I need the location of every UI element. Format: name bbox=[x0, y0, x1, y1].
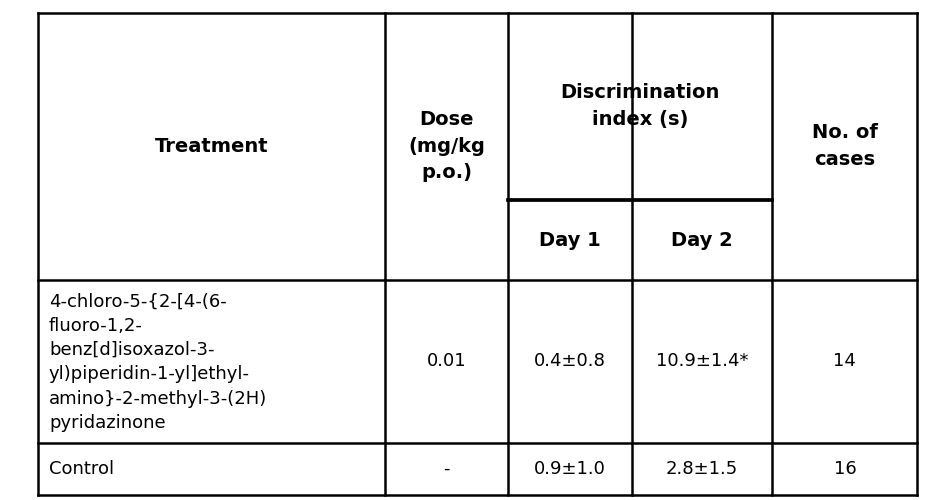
Text: No. of
cases: No. of cases bbox=[812, 124, 878, 169]
Text: Day 2: Day 2 bbox=[671, 230, 733, 250]
Text: Dose
(mg/kg
p.o.): Dose (mg/kg p.o.) bbox=[408, 110, 486, 182]
Text: Treatment: Treatment bbox=[154, 136, 268, 156]
Text: -: - bbox=[443, 460, 450, 478]
Text: 0.9±1.0: 0.9±1.0 bbox=[534, 460, 606, 478]
Text: 0.01: 0.01 bbox=[427, 352, 467, 370]
Text: 10.9±1.4*: 10.9±1.4* bbox=[656, 352, 748, 370]
Text: Discrimination
index (s): Discrimination index (s) bbox=[561, 84, 720, 129]
Text: 0.4±0.8: 0.4±0.8 bbox=[534, 352, 606, 370]
Text: 4-chloro-5-{2-[4-(6-
fluoro-1,2-
benz[d]isoxazol-3-
yl)piperidin-1-yl]ethyl-
ami: 4-chloro-5-{2-[4-(6- fluoro-1,2- benz[d]… bbox=[49, 292, 267, 432]
Text: Control: Control bbox=[49, 460, 114, 478]
Text: Day 1: Day 1 bbox=[539, 230, 600, 250]
Text: 16: 16 bbox=[834, 460, 856, 478]
Text: 14: 14 bbox=[834, 352, 856, 370]
Text: 2.8±1.5: 2.8±1.5 bbox=[666, 460, 738, 478]
